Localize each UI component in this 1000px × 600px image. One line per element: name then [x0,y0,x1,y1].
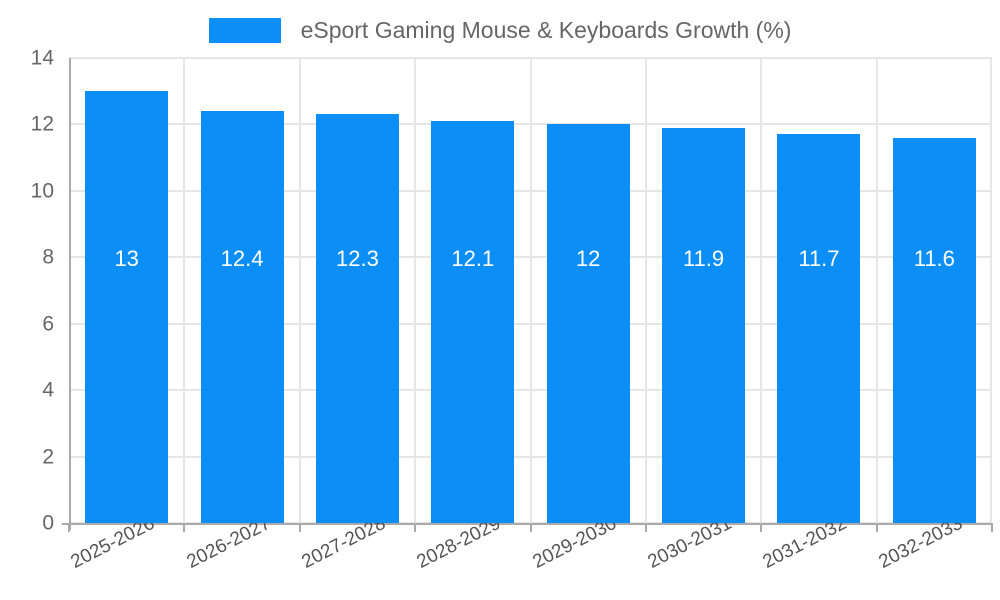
x-axis-tick-mark [529,523,532,532]
legend-swatch-series-1[interactable] [208,17,281,43]
y-axis-tick-label: 2 [42,445,54,469]
bar[interactable] [85,91,169,523]
bar[interactable] [892,137,976,523]
bar-value-label: 11.6 [913,246,955,271]
bar[interactable] [431,121,515,523]
bar[interactable] [315,114,399,523]
bar-value-label: 12.1 [451,246,495,271]
y-axis-tick-label: 12 [30,112,54,136]
gridline-vertical [760,58,763,523]
y-axis-tick-label: 0 [42,511,54,535]
x-axis-tick-mark [760,523,763,532]
bar-value-label: 12.4 [220,246,264,271]
chart-legend: eSport Gaming Mouse & Keyboards Growth (… [0,12,1000,48]
gridline-vertical [875,58,878,523]
gridline-vertical [183,58,186,523]
y-axis-tick-label: 4 [42,378,54,402]
y-axis-tick-label: 10 [30,179,54,203]
x-axis-tick-mark [991,523,993,532]
x-axis-tick-mark [875,523,878,532]
x-axis-tick-mark [298,523,301,532]
plot-right-border [990,58,992,523]
y-axis-tick-label: 14 [30,46,54,70]
plot-area [69,57,992,524]
x-axis-tick-mark [68,523,70,532]
y-axis-tick-label: 6 [42,312,54,336]
y-axis-tick-label: 8 [42,245,54,269]
gridline-vertical [414,58,417,523]
bar[interactable] [200,111,284,523]
bar-value-label: 11.9 [682,246,725,271]
gridline-vertical [529,58,532,523]
y-axis-line [69,58,71,530]
bar[interactable] [662,127,746,523]
bar-value-label: 12 [575,246,601,271]
x-axis-line [62,523,992,525]
x-axis-tick-mark [414,523,417,532]
x-axis-tick-mark [183,523,186,532]
x-axis-tick-mark [644,523,647,532]
bar-value-label: 11.7 [798,246,840,271]
bar-value-label: 12.3 [336,246,379,271]
bar[interactable] [777,134,861,523]
legend-label-series-1[interactable]: eSport Gaming Mouse & Keyboards Growth (… [300,16,792,43]
gridline-vertical [644,58,647,523]
bar-value-label: 13 [114,246,139,271]
gridline-vertical [298,58,301,523]
bar[interactable] [546,124,630,523]
